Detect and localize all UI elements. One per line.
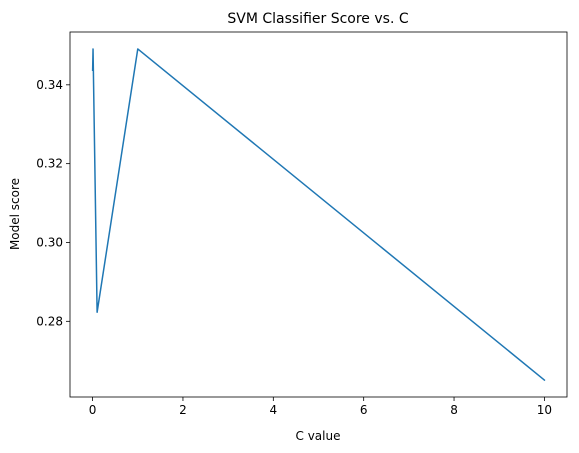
x-axis-label: C value	[296, 429, 341, 443]
series-line	[91, 48, 546, 382]
y-tick-label: 0.32	[36, 157, 63, 171]
data-layer	[91, 48, 546, 382]
y-tick-label: 0.28	[36, 314, 63, 328]
plot-area	[70, 32, 567, 397]
x-tick-label: 2	[179, 403, 187, 417]
x-tick-label: 6	[360, 403, 368, 417]
x-tick-label: 10	[537, 403, 552, 417]
axes-layer: 0 2 4 6 8 10 0.28 0.30 0.32 0.34	[36, 78, 552, 417]
x-tick-label: 0	[89, 403, 97, 417]
y-tick-label: 0.30	[36, 235, 63, 249]
y-axis-label: Model score	[8, 178, 22, 250]
plot-frame	[69, 31, 568, 398]
y-tick-label: 0.34	[36, 78, 63, 92]
x-tick-label: 4	[269, 403, 277, 417]
chart-title: SVM Classifier Score vs. C	[227, 11, 408, 27]
x-tick-label: 8	[450, 403, 458, 417]
